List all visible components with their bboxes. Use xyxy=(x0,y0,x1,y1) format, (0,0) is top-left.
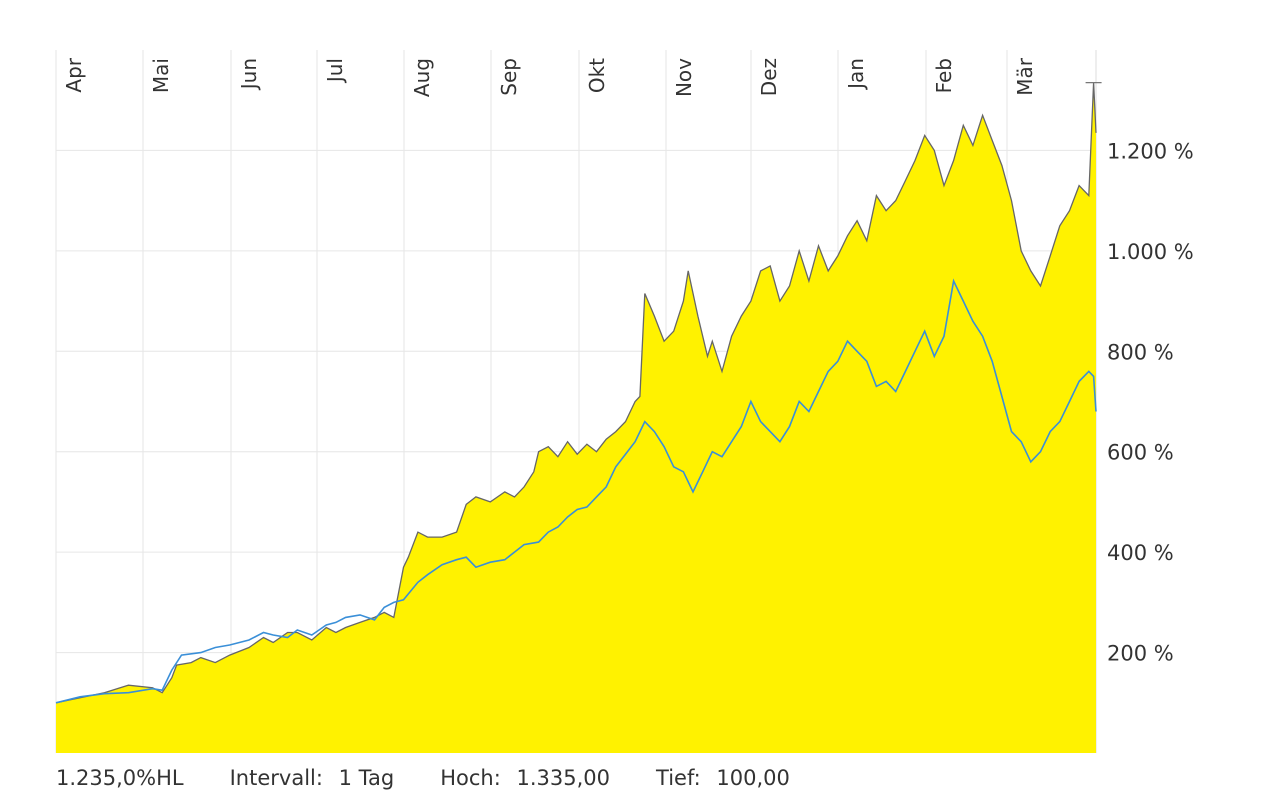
footer-high-label: Hoch: xyxy=(440,766,501,790)
footer-low: Tief: 100,00 xyxy=(656,766,790,790)
area-outline xyxy=(55,82,1097,704)
footer-low-label: Tief: xyxy=(656,766,701,790)
comparison-series xyxy=(55,278,1097,704)
x-tick-label: Feb xyxy=(932,58,956,93)
x-tick-label: Sep xyxy=(497,58,521,96)
y-tick-label: 800 % xyxy=(1107,340,1174,364)
footer-current-value: 1.235,0%HL xyxy=(56,766,184,790)
x-tick-label: Aug xyxy=(410,58,434,97)
footer-high: Hoch: 1.335,00 xyxy=(440,766,610,790)
y-tick-label: 600 % xyxy=(1107,441,1174,465)
y-tick-label: 1.200 % xyxy=(1107,139,1194,163)
footer-high-value: 1.335,00 xyxy=(516,766,611,790)
footer-interval-label: Intervall: xyxy=(229,766,323,790)
comparison-line xyxy=(55,278,1097,704)
x-tick-label: Jun xyxy=(237,58,261,91)
y-axis-ticks: 200 % 400 % 600 % 800 % 1.000 % 1.200 % xyxy=(1107,139,1194,665)
footer-interval-value: 1 Tag xyxy=(338,766,395,790)
x-tick-label: Okt xyxy=(585,58,609,93)
x-tick-label: Mai xyxy=(149,58,173,93)
footer-low-value: 100,00 xyxy=(716,766,790,790)
area-series xyxy=(55,81,1102,754)
y-tick-label: 1.000 % xyxy=(1107,240,1194,264)
chart-footer: 1.235,0%HL Intervall: 1 Tag Hoch: 1.335,… xyxy=(56,763,836,793)
y-tick-label: 400 % xyxy=(1107,541,1174,565)
x-tick-label: Nov xyxy=(672,58,696,97)
x-tick-label: Apr xyxy=(62,57,86,92)
x-axis-ticks: Apr Mai Jun Jul Aug Sep Okt Nov Dez Jan Feb Mär xyxy=(62,57,1037,97)
x-tick-label: Jul xyxy=(323,58,347,84)
x-tick-label: Jan xyxy=(844,58,868,91)
y-tick-label: 200 % xyxy=(1107,642,1174,666)
area-fill xyxy=(56,82,1096,754)
x-tick-label: Dez xyxy=(757,58,781,96)
x-tick-label: Mär xyxy=(1013,57,1037,96)
footer-interval: Intervall: 1 Tag xyxy=(230,766,395,790)
